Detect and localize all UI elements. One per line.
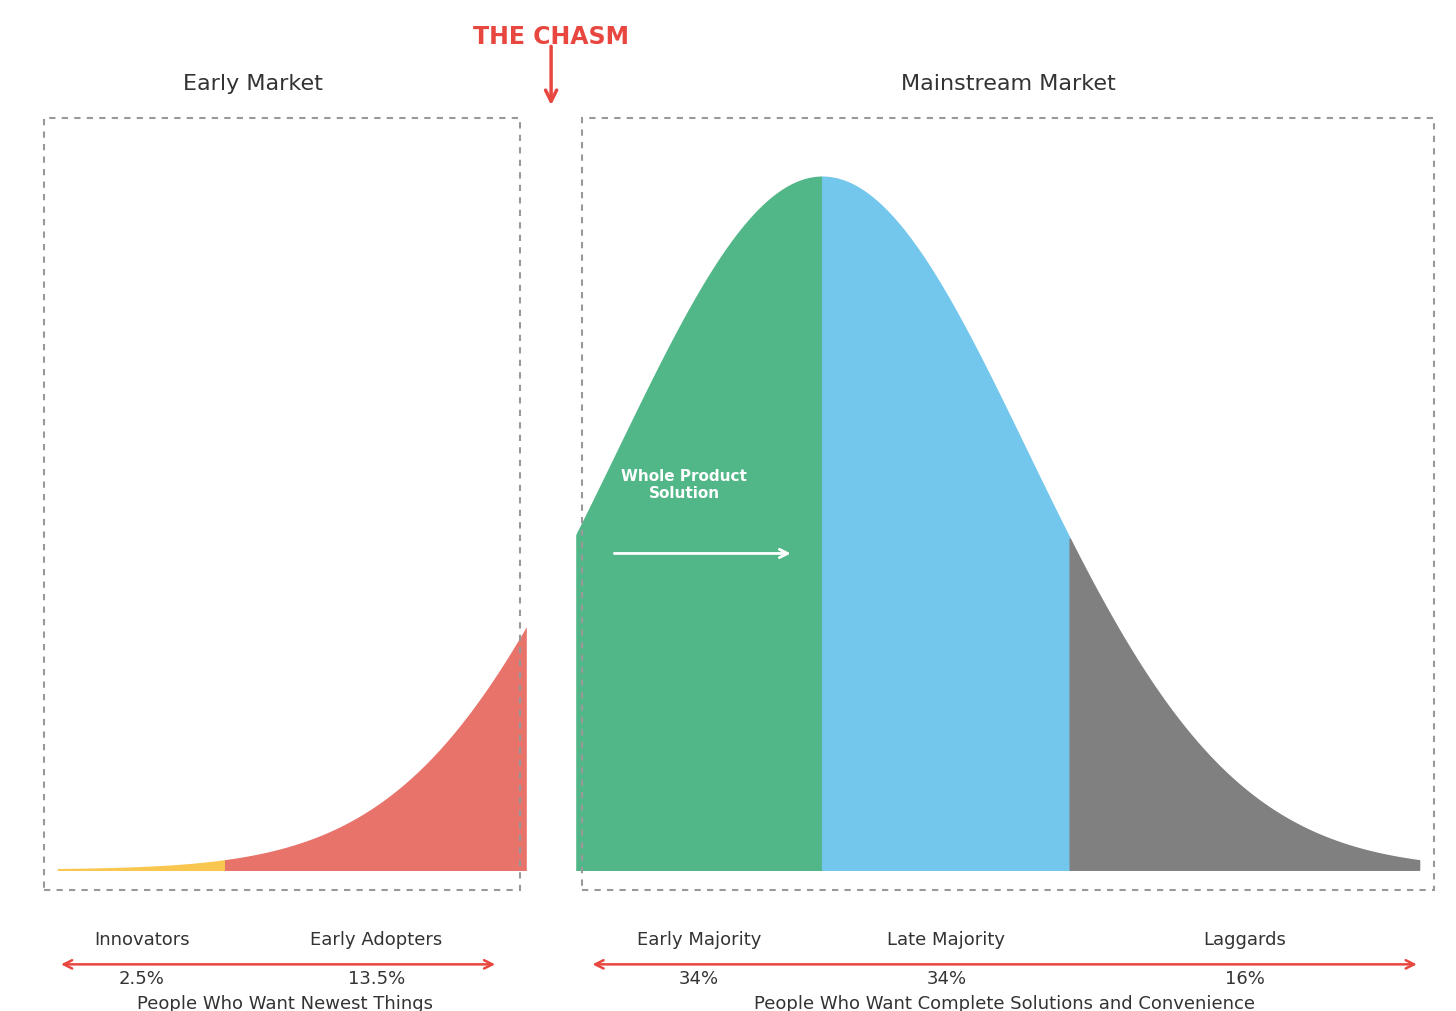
Polygon shape [226, 629, 527, 870]
Text: People Who Want Complete Solutions and Convenience: People Who Want Complete Solutions and C… [754, 994, 1255, 1011]
Text: THE CHASM: THE CHASM [473, 24, 629, 49]
Text: 16%: 16% [1224, 970, 1265, 988]
Text: Early Majority: Early Majority [636, 930, 761, 947]
Text: Mainstream Market: Mainstream Market [901, 74, 1115, 94]
Text: 13.5%: 13.5% [348, 970, 405, 988]
Text: People Who Want Newest Things: People Who Want Newest Things [137, 994, 434, 1011]
Polygon shape [823, 178, 1070, 870]
Bar [527, 10, 575, 870]
Text: 2.5%: 2.5% [119, 970, 165, 988]
Text: 34%: 34% [678, 970, 719, 988]
Text: Innovators: Innovators [95, 930, 189, 947]
Polygon shape [575, 178, 823, 870]
Polygon shape [58, 861, 226, 870]
Text: Whole Product
Solution: Whole Product Solution [622, 468, 747, 500]
Text: Late Majority: Late Majority [887, 930, 1006, 947]
Text: Early Adopters: Early Adopters [310, 930, 443, 947]
Text: Early Market: Early Market [182, 74, 323, 94]
Text: Minimum
Feature Set: Minimum Feature Set [341, 557, 441, 589]
Text: Laggards: Laggards [1204, 930, 1286, 947]
Text: 34%: 34% [926, 970, 967, 988]
Polygon shape [1070, 539, 1420, 870]
